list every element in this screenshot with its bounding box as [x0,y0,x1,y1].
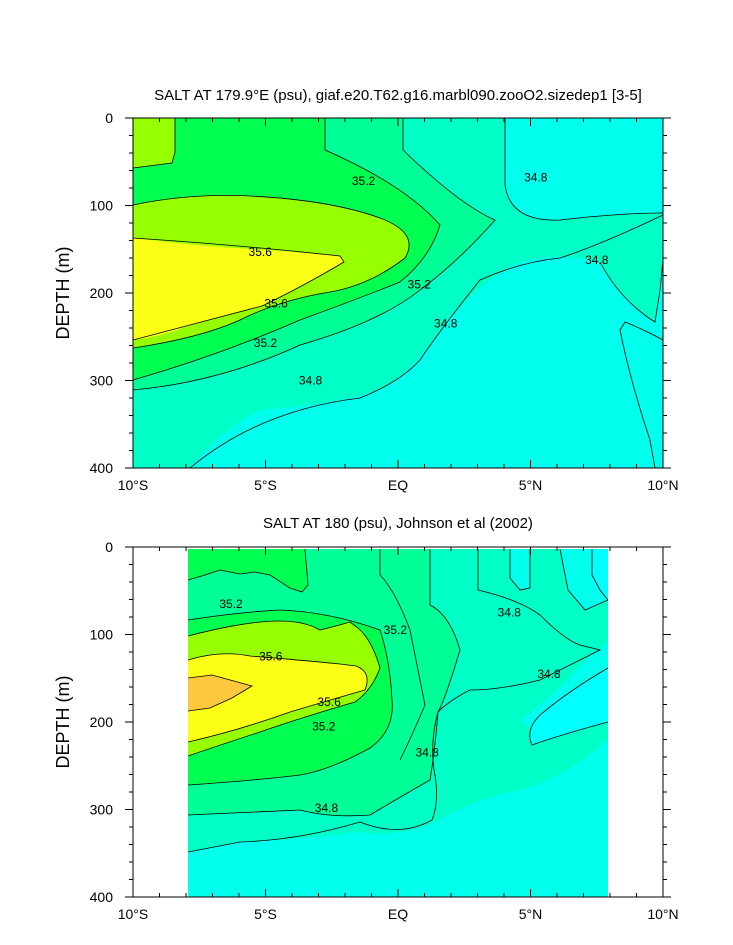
y-tick-label: 300 [90,802,114,818]
panel-observed-title: SALT AT 180 (psu), Johnson et al (2002) [263,515,533,532]
panel-observed-contour-fills [188,549,608,897]
obs-contour-line [188,549,602,853]
y-tick-label: 300 [90,373,114,389]
contour-label: 35.6 [249,245,273,259]
contour-label: 34.8 [415,746,439,760]
x-tick-label: 10°N [647,477,678,493]
x-tick-label: 5°S [254,477,277,493]
obs-contour-line [559,549,608,611]
model-fill-35-6 [133,238,344,340]
panel-model-contour-fills [133,118,663,468]
contour-label: 35.2 [312,719,336,733]
panel-observed-axes: 10°S 5°S EQ 5°N 10°N 0 100 200 300 400 [90,539,679,922]
panel-observed-contour-labels: 35.2 35.2 34.8 35.6 34.8 35.6 35.2 34.8 34.8 [219,597,561,815]
obs-contour-line [379,549,426,761]
obs-fill-35-2 [188,549,308,592]
panel-model-ylabel: DEPTH (m) [53,247,73,340]
x-tick-label: 10°S [118,477,149,493]
obs-contour-line [188,549,461,817]
contour-label: 35.2 [219,597,243,611]
contour-label: 35.2 [254,336,278,350]
y-tick-label: 200 [90,285,114,301]
y-tick-label: 0 [105,110,113,126]
panel-model-title: SALT AT 179.9°E (psu), giaf.e20.T62.g16.… [154,87,642,104]
contour-label: 35.2 [408,277,432,291]
obs-fill-deep-cyan [529,668,608,745]
x-tick-label: 5°N [519,906,543,922]
obs-contour-line [188,549,309,593]
contour-label: 34.8 [524,171,548,185]
obs-contour-line [188,609,393,786]
panel-observed: SALT AT 180 (psu), Johnson et al (2002) [53,515,679,922]
contour-label: 34.8 [299,374,323,388]
contour-label: 35.2 [352,174,376,188]
obs-contour-line [188,674,254,712]
model-contour-line [189,214,663,468]
x-tick-label: EQ [388,906,408,922]
x-tick-label: 5°S [254,906,277,922]
obs-fill-35-8 [188,675,252,711]
model-fill-35-4 [133,118,175,168]
model-contour-line [133,118,176,169]
panel-observed-ylabel: DEPTH (m) [53,676,73,769]
contour-label: 34.8 [315,801,339,815]
model-contour-line [619,321,663,468]
contour-label: 34.8 [537,667,561,681]
model-contour-line [133,118,496,391]
panel-model-contour-labels: 35.2 34.8 35.6 34.8 35.2 35.6 34.8 35.2 34.8 [249,171,609,388]
y-tick-label: 200 [90,714,114,730]
x-tick-label: 10°N [647,906,678,922]
panel-model-axes: 10°S 5°S EQ 5°N 10°N 0 100 200 300 400 [90,110,679,493]
y-tick-label: 100 [90,627,114,643]
model-contour-line [599,259,663,323]
y-tick-label: 100 [90,198,114,214]
model-contour-line [133,195,410,349]
panel-model: SALT AT 179.9°E (psu), giaf.e20.T62.g16.… [53,87,679,493]
x-tick-label: 5°N [519,477,543,493]
x-tick-label: 10°S [118,906,149,922]
y-tick-label: 0 [105,539,113,555]
obs-fill-35-6 [188,653,368,742]
contour-label: 35.6 [264,297,288,311]
model-contour-line [133,237,345,341]
contour-label: 34.8 [498,606,522,620]
contour-label: 35.6 [317,695,341,709]
y-tick-label: 400 [90,460,114,476]
x-tick-label: EQ [388,477,408,493]
obs-contour-line [188,653,368,743]
obs-contour-line [529,667,608,746]
contour-label: 34.8 [585,253,609,267]
contour-label: 35.2 [384,623,408,637]
obs-fill-deep-cyan-top [592,549,608,600]
model-contour-line [504,118,663,221]
model-contour-line [133,118,441,381]
obs-contour-line [509,549,531,591]
y-tick-label: 400 [90,889,114,905]
obs-contour-line [188,620,381,757]
contour-label: 35.6 [259,649,283,663]
contour-label: 34.8 [434,317,458,331]
obs-contour-line [591,549,608,601]
